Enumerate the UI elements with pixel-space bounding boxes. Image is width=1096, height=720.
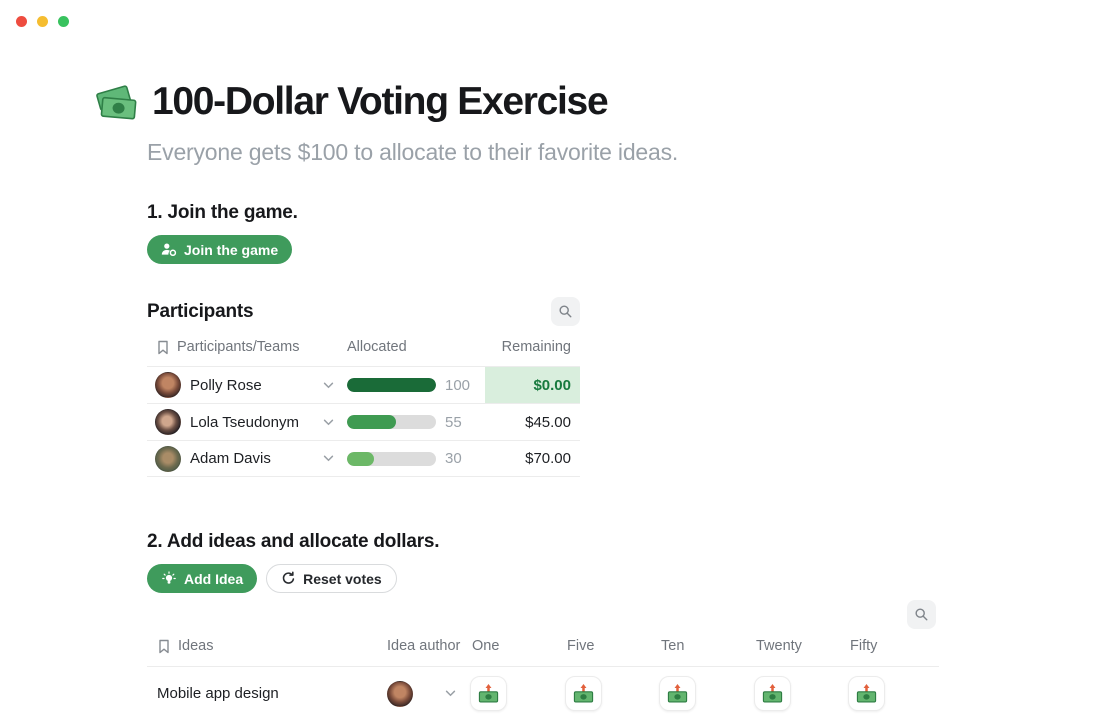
- chevron-down-icon[interactable]: [323, 382, 334, 389]
- column-header-idea-author[interactable]: Idea author: [387, 638, 461, 654]
- participant-row[interactable]: Lola Tseudonym 55 $45.00: [147, 403, 580, 440]
- allocated-progress-bar: [347, 378, 436, 392]
- lightbulb-icon: [161, 570, 177, 587]
- participants-table: Participants/Teams Allocated Remaining P…: [147, 339, 580, 477]
- avatar-adam-davis: [155, 445, 181, 472]
- window-controls: [16, 16, 69, 27]
- join-the-game-button[interactable]: Join the game: [147, 235, 293, 264]
- ideas-section-heading: 2. Add ideas and allocate dollars.: [147, 531, 440, 552]
- participants-table-header: Participants/Teams Allocated Remaining: [147, 339, 580, 366]
- column-header-participants[interactable]: Participants/Teams: [177, 339, 300, 355]
- column-header-ideas[interactable]: Ideas: [178, 638, 214, 654]
- allocated-progress-bar: [347, 451, 436, 466]
- avatar-lola-tseudonym: [155, 409, 181, 435]
- money-arrow-icon: [762, 683, 783, 704]
- zoom-window-button[interactable]: [58, 16, 69, 27]
- column-header-allocated[interactable]: Allocated: [347, 339, 407, 355]
- ideas-table: Ideas Idea author One Five Ten Twenty Fi…: [147, 638, 939, 713]
- add-idea-label: Add Idea: [184, 570, 244, 587]
- remaining-value: $0.00: [485, 367, 580, 403]
- join-section-heading: 1. Join the game.: [147, 202, 298, 223]
- allocated-value: 55: [445, 413, 462, 431]
- idea-name: Mobile app design: [157, 685, 279, 702]
- vote-one-button[interactable]: [470, 676, 507, 711]
- participant-row[interactable]: Adam Davis 30 $70.00: [147, 440, 580, 477]
- page-subtitle: Everyone gets $100 to allocate to their …: [147, 139, 679, 165]
- reset-votes-label: Reset votes: [303, 570, 382, 587]
- column-header-fifty[interactable]: Fifty: [850, 638, 878, 654]
- join-button-label: Join the game: [184, 241, 279, 258]
- minimize-window-button[interactable]: [37, 16, 48, 27]
- search-icon: [558, 304, 573, 319]
- column-header-twenty[interactable]: Twenty: [756, 638, 802, 654]
- reset-votes-button[interactable]: Reset votes: [266, 564, 397, 593]
- avatar-polly-rose: [155, 372, 181, 398]
- participants-heading: Participants: [147, 300, 254, 322]
- column-header-five[interactable]: Five: [567, 638, 595, 654]
- allocated-progress-bar: [347, 415, 436, 429]
- close-window-button[interactable]: [16, 16, 27, 27]
- add-idea-button[interactable]: Add Idea: [147, 564, 258, 593]
- ideas-search-button[interactable]: [907, 600, 936, 629]
- column-header-remaining[interactable]: Remaining: [501, 339, 571, 355]
- refresh-icon: [281, 571, 296, 586]
- person-add-icon: [161, 242, 177, 257]
- chevron-down-icon[interactable]: [323, 419, 334, 426]
- bookmark-icon: [157, 639, 171, 654]
- column-header-ten[interactable]: Ten: [661, 638, 685, 654]
- vote-twenty-button[interactable]: [754, 676, 791, 711]
- allocated-value: 30: [445, 450, 462, 467]
- vote-ten-button[interactable]: [659, 676, 696, 711]
- search-icon: [914, 607, 929, 622]
- money-arrow-icon: [573, 683, 594, 704]
- chevron-down-icon[interactable]: [445, 690, 456, 697]
- bookmark-icon: [156, 340, 170, 355]
- remaining-value: $70.00: [525, 450, 571, 467]
- chevron-down-icon[interactable]: [323, 455, 334, 462]
- ideas-table-header: Ideas Idea author One Five Ten Twenty Fi…: [147, 638, 939, 667]
- document-body: 100-Dollar Voting Exercise Everyone gets…: [96, 0, 939, 713]
- vote-five-button[interactable]: [565, 676, 602, 711]
- vote-fifty-button[interactable]: [848, 676, 885, 711]
- remaining-value: $45.00: [525, 413, 571, 431]
- title-row: 100-Dollar Voting Exercise: [95, 80, 939, 124]
- participant-name: Adam Davis: [190, 450, 271, 467]
- money-arrow-icon: [667, 683, 688, 704]
- idea-row[interactable]: Mobile app design: [147, 667, 939, 713]
- page-title: 100-Dollar Voting Exercise: [152, 80, 609, 123]
- money-arrow-icon: [856, 683, 877, 704]
- allocated-value: 100: [445, 376, 471, 394]
- participant-name: Polly Rose: [190, 376, 262, 394]
- money-banknotes-icon: [95, 81, 141, 123]
- column-header-one[interactable]: One: [472, 638, 500, 654]
- money-arrow-icon: [478, 683, 499, 704]
- participant-row[interactable]: Polly Rose 100 $0.00: [147, 366, 580, 403]
- avatar-idea-author: [387, 680, 413, 707]
- participant-name: Lola Tseudonym: [190, 413, 299, 431]
- participants-search-button[interactable]: [551, 297, 580, 326]
